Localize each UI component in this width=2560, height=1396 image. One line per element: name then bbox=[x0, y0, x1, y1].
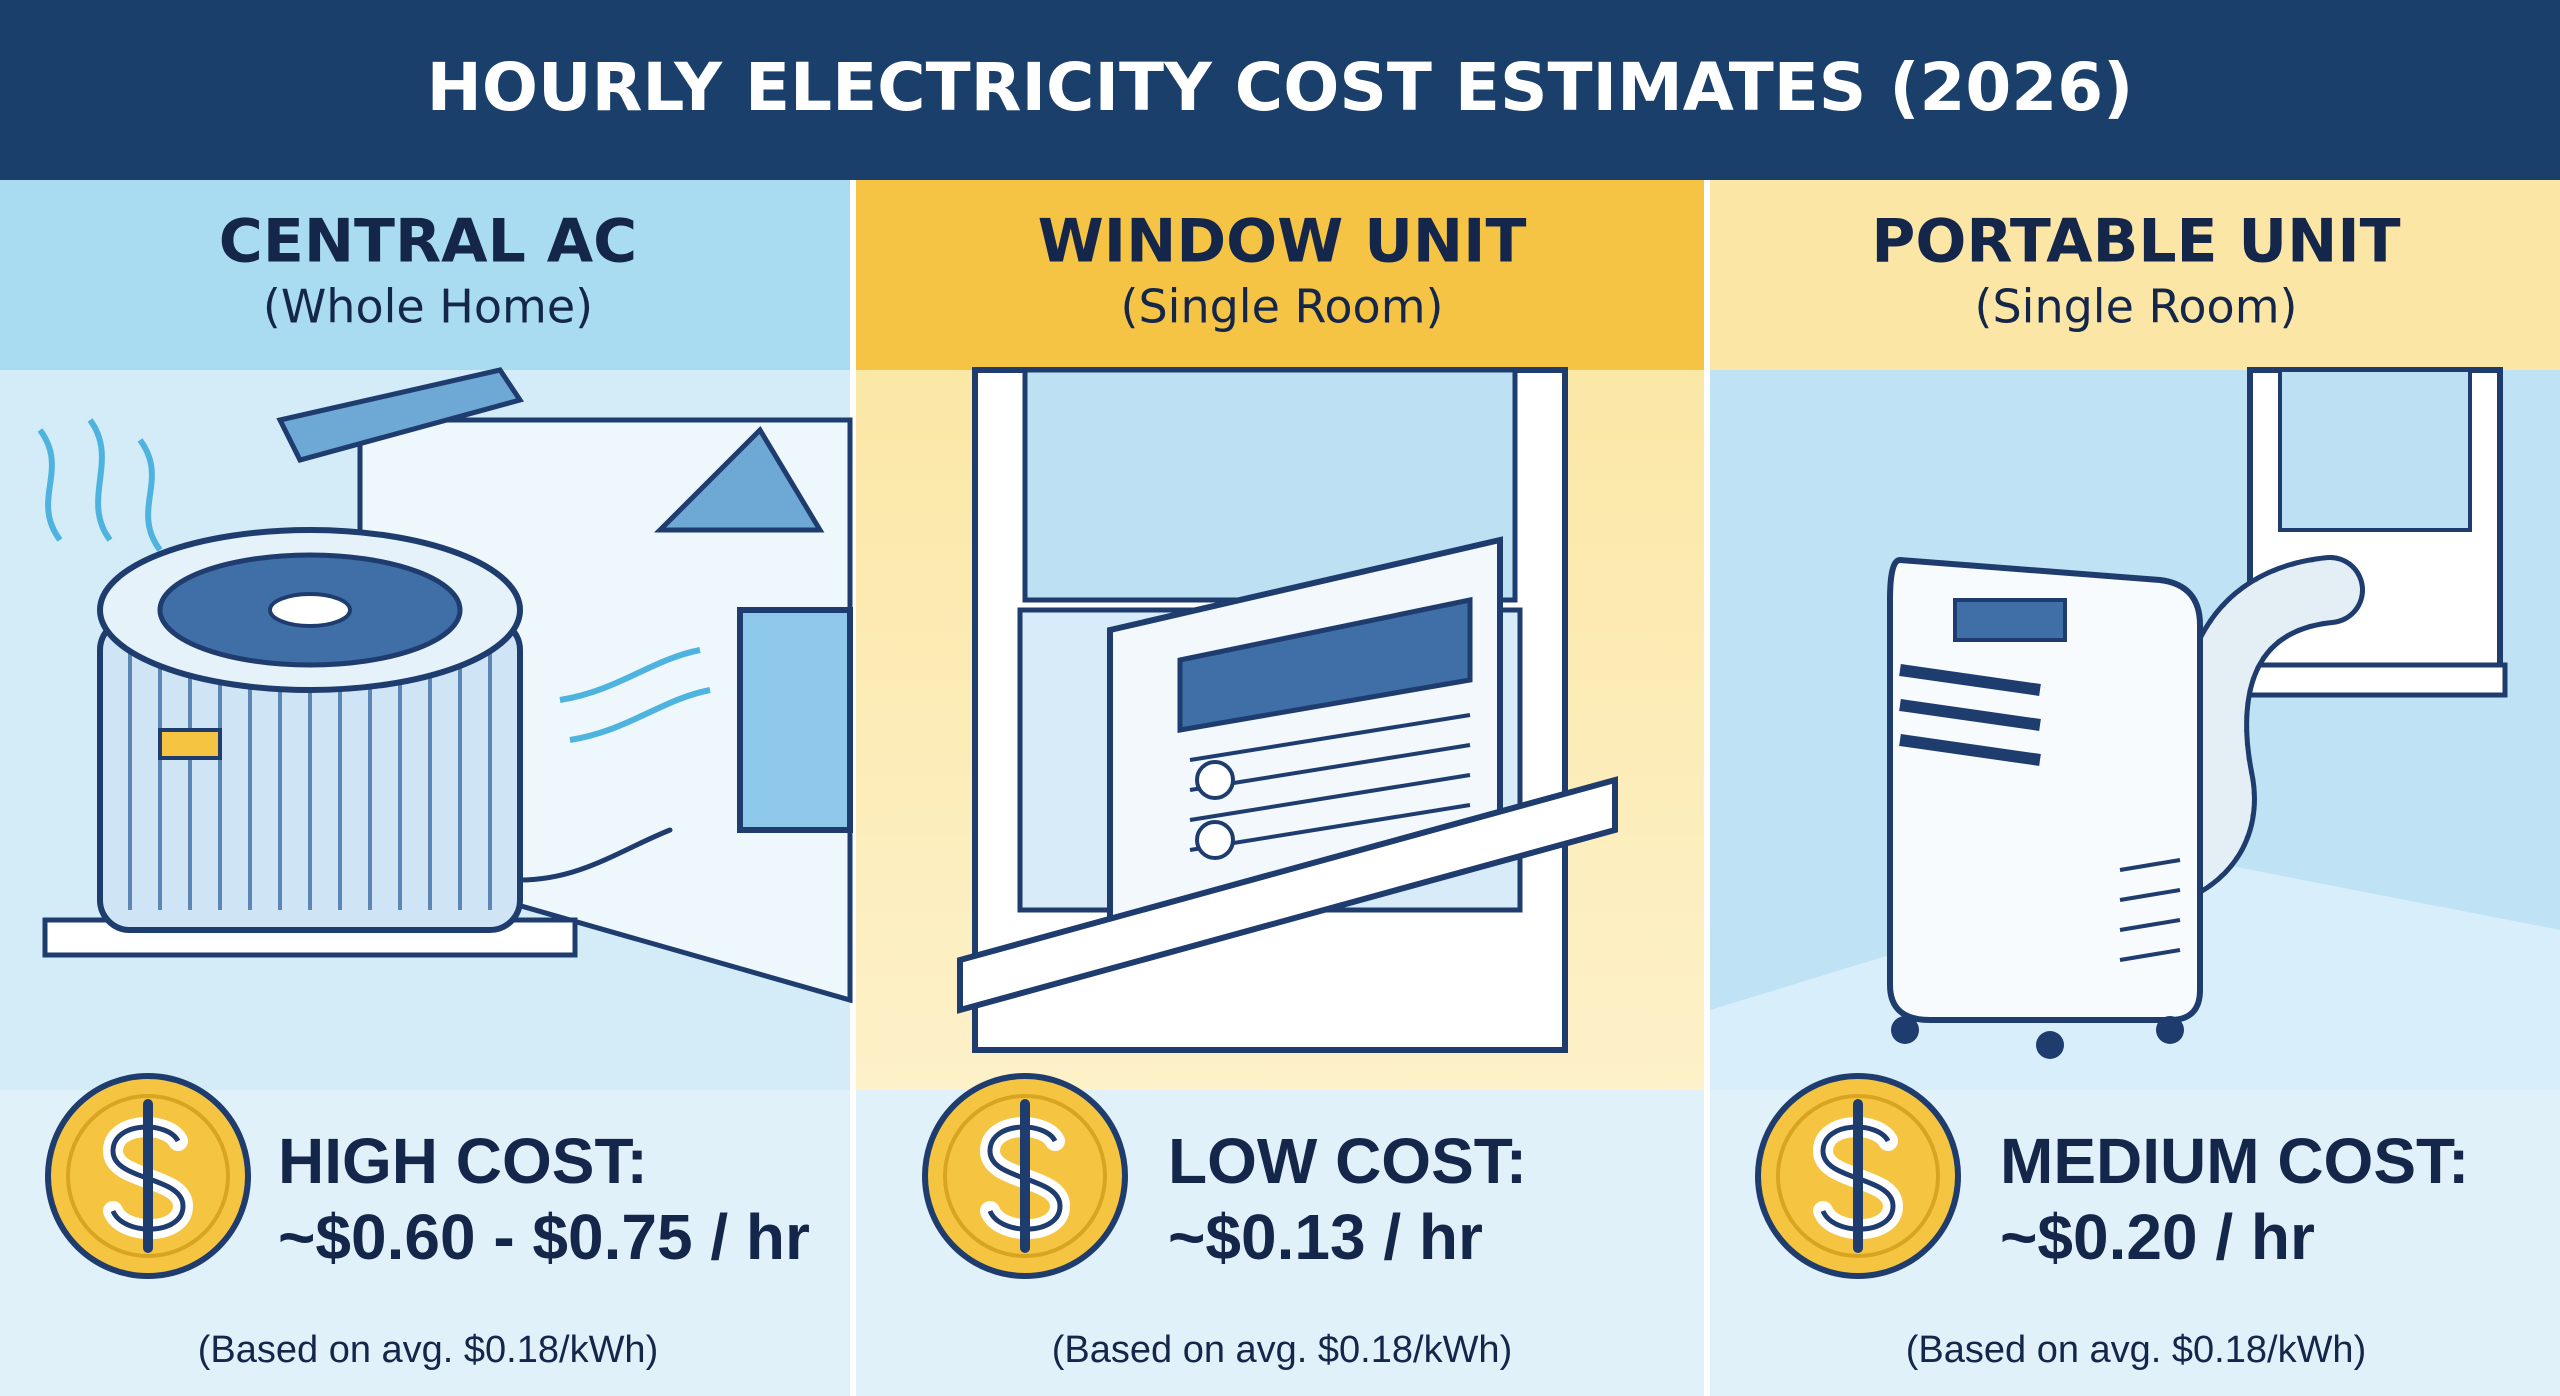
central-ac-illustration bbox=[37, 367, 853, 1004]
coin-icon bbox=[1758, 1076, 1958, 1276]
title: HOURLY ELECTRICITY COST ESTIMATES (2026) bbox=[427, 49, 2134, 126]
panel-header bbox=[856, 180, 1704, 370]
cost-label: HIGH COST: bbox=[278, 1125, 648, 1197]
cost-note: (Based on avg. $0.18/kWh) bbox=[1052, 1329, 1512, 1371]
panel-header bbox=[1710, 180, 2560, 370]
panel-heading: CENTRAL AC bbox=[219, 207, 637, 277]
panel-subheading: (Single Room) bbox=[1975, 280, 2298, 334]
cost-label: LOW COST: bbox=[1168, 1125, 1527, 1197]
cost-value: ~$0.20 / hr bbox=[2000, 1201, 2315, 1273]
window-unit-illustration bbox=[957, 367, 1618, 1053]
panel-heading: WINDOW UNIT bbox=[1038, 207, 1527, 277]
cost-value: ~$0.60 - $0.75 / hr bbox=[278, 1201, 810, 1273]
panel-heading: PORTABLE UNIT bbox=[1871, 207, 2400, 277]
title-bar bbox=[0, 0, 2560, 180]
cost-note: (Based on avg. $0.18/kWh) bbox=[198, 1329, 658, 1371]
cost-value: ~$0.13 / hr bbox=[1168, 1201, 1483, 1273]
cost-note: (Based on avg. $0.18/kWh) bbox=[1906, 1329, 2366, 1371]
portable-unit-illustration bbox=[1710, 367, 2560, 1090]
cost-label: MEDIUM COST: bbox=[2000, 1125, 2469, 1197]
panel-header bbox=[0, 180, 850, 370]
coin-icon bbox=[48, 1076, 248, 1276]
coin-icon bbox=[925, 1076, 1125, 1276]
panel-subheading: (Whole Home) bbox=[263, 280, 593, 334]
panel-subheading: (Single Room) bbox=[1121, 280, 1444, 334]
